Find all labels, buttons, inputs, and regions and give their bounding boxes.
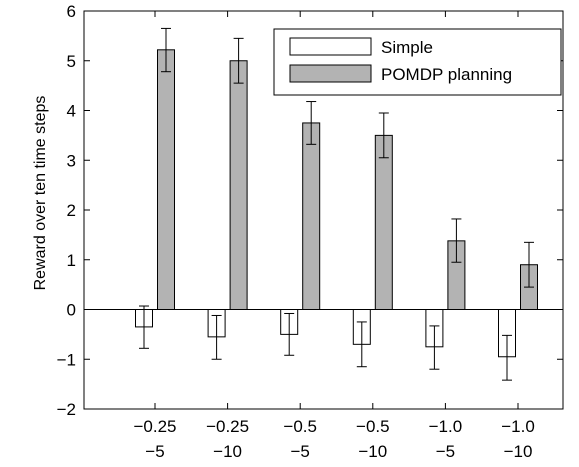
x-tick-label-line1: −0.5 [356,417,390,436]
x-tick-label-line2: −5 [145,442,164,461]
x-tick-label-line1: −0.25 [133,417,176,436]
x-tick-label-line1: −0.25 [206,417,249,436]
y-tick-label: −2 [57,400,76,419]
legend-label-simple: Simple [381,38,433,57]
x-tick-label-line1: −0.5 [283,417,317,436]
y-tick-label: 5 [67,52,76,71]
bar-pomdp [374,134,393,310]
bar-pomdp [229,60,248,310]
y-tick-label: −1 [57,350,76,369]
y-tick-label: 6 [67,2,76,21]
x-tick-label-line1: −1.0 [501,417,535,436]
y-axis-label: Reward over ten time steps [32,96,49,291]
bar-pomdp [157,49,175,311]
x-tick-label-line2: −5 [291,442,310,461]
y-tick-label: 4 [67,102,76,121]
legend-label-pomdp: POMDP planning [381,65,512,84]
x-tick-label-line1: −1.0 [429,417,463,436]
legend-swatch-simple [289,37,372,56]
x-tick-label-line2: −10 [358,442,387,461]
y-tick-label: 0 [67,301,76,320]
y-tick-label: 1 [67,251,76,270]
x-tick-label-line2: −10 [213,442,242,461]
bar-pomdp [302,122,321,310]
x-tick-label-line2: −5 [436,442,455,461]
x-tick-label-line2: −10 [504,442,533,461]
y-tick-label: 3 [67,151,76,170]
y-tick-label: 2 [67,201,76,220]
plot-area: −2−10123456−0.25−5−0.25−10−0.5−5−0.5−10−… [57,2,564,461]
legend-swatch-pomdp [289,64,372,83]
